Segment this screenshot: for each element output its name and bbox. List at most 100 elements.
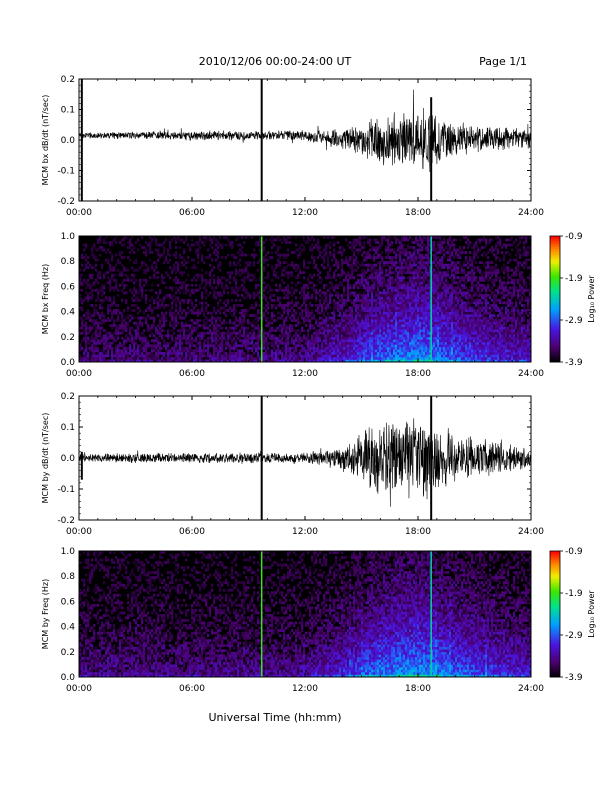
spectrogram-cell <box>301 288 304 292</box>
spectrogram-cell <box>385 256 388 259</box>
spectrogram-cell <box>345 344 348 348</box>
spectrogram-cell <box>335 268 338 272</box>
spectrogram-cell <box>327 256 330 259</box>
spectrogram-cell <box>407 356 410 360</box>
spectrogram-cell <box>249 278 252 282</box>
spectrogram-cell <box>405 351 408 355</box>
spectrogram-cell <box>339 334 342 338</box>
spectrogram-cell <box>217 241 220 244</box>
spectrogram-cell <box>383 316 386 320</box>
spectrogram-cell <box>143 311 146 315</box>
spectrogram-cell <box>405 354 408 358</box>
spectrogram-cell <box>385 321 388 325</box>
spectrogram-cell <box>199 336 202 340</box>
spectrogram-cell <box>393 324 396 328</box>
spectrogram-cell <box>401 276 404 280</box>
spectrogram-cell <box>99 314 102 317</box>
spectrogram-cell <box>283 344 286 348</box>
spectrogram-cell <box>339 324 342 328</box>
spectrogram-cell <box>183 346 186 350</box>
spectrogram-cell <box>303 296 306 300</box>
spectrogram-cell <box>185 354 188 358</box>
spectrogram-cell <box>307 316 310 320</box>
spectrogram-cell <box>127 268 130 272</box>
spectrogram-cell <box>375 291 378 295</box>
spectrogram-cell <box>231 351 234 355</box>
spectrogram-cell <box>391 261 394 265</box>
spectrogram-cell <box>337 344 340 348</box>
spectrogram-cell <box>349 273 352 277</box>
spectrogram-cell <box>141 236 144 239</box>
spectrogram-cell <box>283 291 286 295</box>
spectrogram-cell <box>383 278 386 282</box>
spectrogram-cell <box>143 341 146 345</box>
spectrogram-cell <box>119 344 122 348</box>
spectrogram-cell <box>219 263 222 267</box>
spectrogram-cell <box>393 351 396 355</box>
spectrogram-cell <box>277 349 280 353</box>
spectrogram-cell <box>413 241 416 244</box>
spectrogram-cell <box>129 319 132 322</box>
spectrogram-cell <box>327 344 330 348</box>
spectrogram-cell <box>293 251 296 254</box>
spectrogram-cell <box>127 314 130 317</box>
spectrogram-cell <box>393 341 396 345</box>
spectrogram-cell <box>407 243 410 247</box>
spectrogram-cell <box>345 334 348 338</box>
spectrogram-cell <box>395 346 398 350</box>
spectrogram-cell <box>331 339 334 343</box>
spectrogram-cell <box>305 344 308 348</box>
spectrogram-cell <box>357 293 360 297</box>
spectrogram-cell <box>175 309 178 312</box>
spectrogram-cell <box>325 356 328 360</box>
spectrogram-cell <box>387 248 390 252</box>
spectrogram-cell <box>329 344 332 348</box>
spectrogram-cell <box>167 359 170 363</box>
spectrogram-cell <box>365 286 368 290</box>
spectrogram-cell <box>317 309 320 312</box>
spectrogram-cell <box>397 293 400 297</box>
spectrogram-cell <box>147 324 150 328</box>
spectrogram-cell <box>311 293 314 297</box>
spectrogram-cell <box>287 236 290 239</box>
spectrogram-cell <box>331 331 334 335</box>
spectrogram-cell <box>107 344 110 348</box>
spectrogram-cell <box>257 316 260 320</box>
spectrogram-cell <box>363 278 366 282</box>
spectrogram-cell <box>375 321 378 325</box>
spectrogram-cell <box>271 311 274 315</box>
spectrogram-cell <box>385 248 388 252</box>
spectrogram-cell <box>121 271 124 275</box>
spectrogram-cell <box>159 299 162 302</box>
spectrogram-cell <box>415 288 418 292</box>
spectrogram-cell <box>419 326 422 330</box>
spectrogram-cell <box>79 276 82 280</box>
spectrogram-cell <box>313 286 316 290</box>
spectrogram-cell <box>167 261 170 265</box>
spectrogram-cell <box>319 311 322 315</box>
spectrogram-cell <box>359 236 362 239</box>
spectrogram-cell <box>263 268 266 272</box>
spectrogram-cell <box>155 299 158 302</box>
spectrogram-cell <box>305 319 308 322</box>
spectrogram-cell <box>263 346 266 350</box>
spectrogram-cell <box>131 291 134 295</box>
spectrogram-cell <box>191 243 194 247</box>
spectrogram-cell <box>421 329 424 333</box>
spectrogram-cell <box>93 331 96 335</box>
spectrogram-cell <box>157 359 160 363</box>
spectrogram-cell <box>287 331 290 335</box>
spectrogram-cell <box>421 276 424 280</box>
spectrogram-cell <box>153 276 156 280</box>
spectrogram-cell <box>295 324 298 328</box>
spectrogram-cell <box>87 266 90 270</box>
spectrogram-cell <box>187 283 190 287</box>
spectrogram-cell <box>397 324 400 328</box>
spectrogram-cell <box>317 336 320 340</box>
spectrogram-cell <box>107 296 110 300</box>
spectrogram-cell <box>353 283 356 287</box>
spectrogram-cell <box>285 349 288 353</box>
spectrogram-cell <box>387 246 390 249</box>
spectrogram-cell <box>229 354 232 358</box>
spectrogram-cell <box>79 299 82 302</box>
